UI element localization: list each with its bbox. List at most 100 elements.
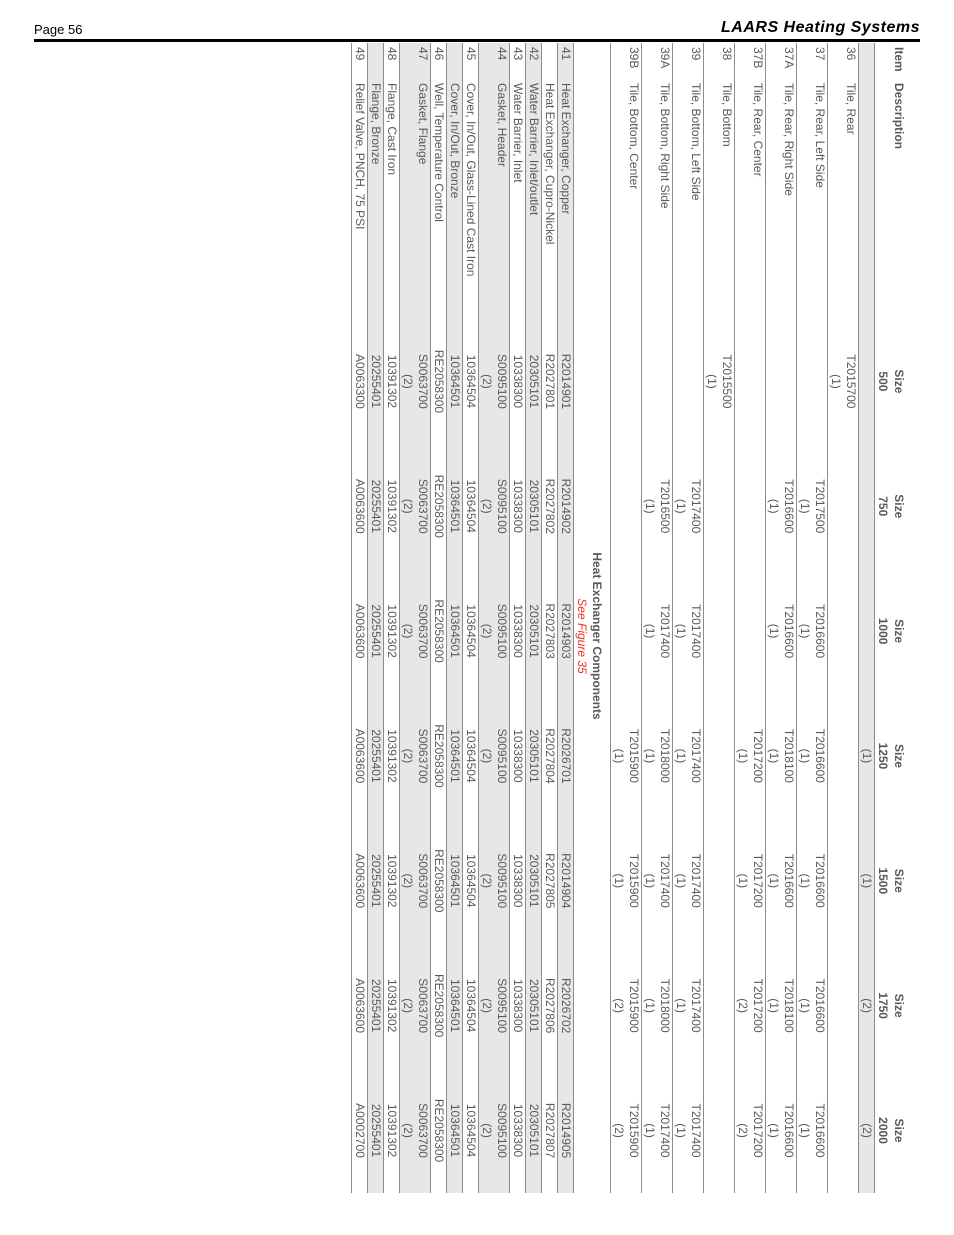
- cell-value: [859, 568, 875, 693]
- cell-description: Flange, Cast Iron: [384, 79, 400, 319]
- cell-item: 41: [558, 43, 574, 79]
- cell-value: T2017500: [812, 443, 828, 568]
- cell-item: [828, 43, 844, 79]
- cell-description: Well, Temperature Control: [431, 79, 447, 319]
- cell-value: [735, 443, 751, 568]
- brand-title: LAARS Heating Systems: [721, 19, 920, 37]
- cell-value: 20255401: [368, 1068, 384, 1193]
- table-row: 46Well, Temperature ControlRE2058300RE20…: [431, 43, 447, 1193]
- cell-value: (1): [766, 443, 782, 568]
- table-body-section-2: 41Heat Exchanger, CopperR2014901R2014902…: [352, 43, 574, 1193]
- cell-value: R2027802: [542, 443, 558, 568]
- cell-value: [642, 319, 658, 444]
- cell-value: RE2058300: [431, 693, 447, 818]
- cell-value: 20255401: [368, 943, 384, 1068]
- section-heading-row: Heat Exchanger Components See Figure 35: [574, 43, 611, 1193]
- cell-item: 37B: [750, 43, 766, 79]
- table-row: Heat Exchanger, Cupro-NickelR2027801R202…: [542, 43, 558, 1193]
- cell-value: 10391302: [384, 319, 400, 444]
- cell-description: Relief Valve, PNCH, 75 PSI: [352, 79, 368, 319]
- cell-value: (1): [642, 693, 658, 818]
- cell-value: [688, 319, 704, 444]
- cell-value: [843, 818, 859, 943]
- cell-value: (1): [673, 943, 689, 1068]
- cell-value: T2016600: [812, 818, 828, 943]
- cell-value: R2027804: [542, 693, 558, 818]
- cell-description: Heat Exchanger, Cupro-Nickel: [542, 79, 558, 319]
- cell-value: T2017400: [688, 943, 704, 1068]
- cell-item: [400, 43, 416, 79]
- cell-value: [657, 319, 673, 444]
- cell-value: (1): [611, 693, 627, 818]
- cell-value: (1): [642, 443, 658, 568]
- table-row: (1)(1)(2)(2): [859, 43, 875, 1193]
- cell-value: S0063700: [416, 443, 432, 568]
- cell-description: Water Barrier, Inlet: [510, 79, 526, 319]
- cell-value: [626, 568, 642, 693]
- cell-value: T2018000: [657, 943, 673, 1068]
- col-size-val: 1500: [875, 818, 892, 943]
- col-size: Size: [891, 693, 907, 818]
- cell-description: Gasket, Header: [495, 79, 511, 319]
- cell-description: Tile, Rear: [843, 79, 859, 319]
- cell-item: [642, 43, 658, 79]
- cell-item: [673, 43, 689, 79]
- cell-value: [859, 319, 875, 444]
- col-size: Size: [891, 443, 907, 568]
- section-subtitle: See Figure 35: [574, 79, 590, 1193]
- cell-value: 10364504: [463, 1068, 479, 1193]
- cell-value: S0095100: [495, 443, 511, 568]
- table-row: Flange, Bronze20255401202554012025540120…: [368, 43, 384, 1193]
- table-row: 48Flange, Cast Iron103913021039130210391…: [384, 43, 400, 1193]
- cell-value: (1): [797, 1068, 813, 1193]
- cell-description: [479, 79, 495, 319]
- cell-value: (1): [766, 818, 782, 943]
- cell-description: [766, 79, 782, 319]
- cell-value: (1): [642, 1068, 658, 1193]
- table-row: (1)(1)(2)(2): [611, 43, 627, 1193]
- cell-value: 20255401: [368, 568, 384, 693]
- cell-value: (1): [735, 818, 751, 943]
- cell-value: (1): [766, 943, 782, 1068]
- cell-value: (1): [673, 693, 689, 818]
- col-size: Size: [891, 943, 907, 1068]
- cell-value: 10364504: [463, 319, 479, 444]
- cell-value: R2027805: [542, 818, 558, 943]
- cell-value: R2027801: [542, 319, 558, 444]
- cell-value: (1): [642, 818, 658, 943]
- cell-description: Water Barrier, Inlet/outlet: [526, 79, 542, 319]
- cell-description: [704, 79, 720, 319]
- cell-value: [704, 1068, 720, 1193]
- cell-value: [828, 943, 844, 1068]
- cell-item: 37: [812, 43, 828, 79]
- table-body-section-1: (1)(1)(2)(2)36Tile, RearT2015700(1)37Til…: [611, 43, 875, 1193]
- cell-value: T2016600: [812, 1068, 828, 1193]
- cell-value: (1): [673, 568, 689, 693]
- cell-value: T2015900: [626, 693, 642, 818]
- cell-value: 10338300: [510, 1068, 526, 1193]
- cell-value: [626, 443, 642, 568]
- table-row: 36Tile, RearT2015700: [843, 43, 859, 1193]
- cell-value: 10338300: [510, 693, 526, 818]
- cell-description: [400, 79, 416, 319]
- col-size: Size: [891, 818, 907, 943]
- cell-value: T2016500: [657, 443, 673, 568]
- cell-value: S0095100: [495, 319, 511, 444]
- cell-value: [719, 1068, 735, 1193]
- cell-value: [750, 443, 766, 568]
- table-row: 37Tile, Rear, Left Side T2017500 T2016600 T…: [812, 43, 828, 1193]
- cell-value: T2016600: [781, 568, 797, 693]
- cell-value: [843, 693, 859, 818]
- cell-value: (1): [642, 568, 658, 693]
- cell-value: T2017400: [688, 818, 704, 943]
- cell-value: S0063700: [416, 568, 432, 693]
- cell-value: T2018100: [781, 693, 797, 818]
- cell-value: [611, 319, 627, 444]
- rotated-content: Item Description Size Size Size Size Siz…: [47, 43, 907, 1193]
- cell-value: 10338300: [510, 443, 526, 568]
- cell-description: Tile, Rear, Left Side: [812, 79, 828, 319]
- cell-value: T2017400: [688, 443, 704, 568]
- cell-value: 10364501: [447, 319, 463, 444]
- cell-value: 20255401: [368, 693, 384, 818]
- cell-value: S0095100: [495, 693, 511, 818]
